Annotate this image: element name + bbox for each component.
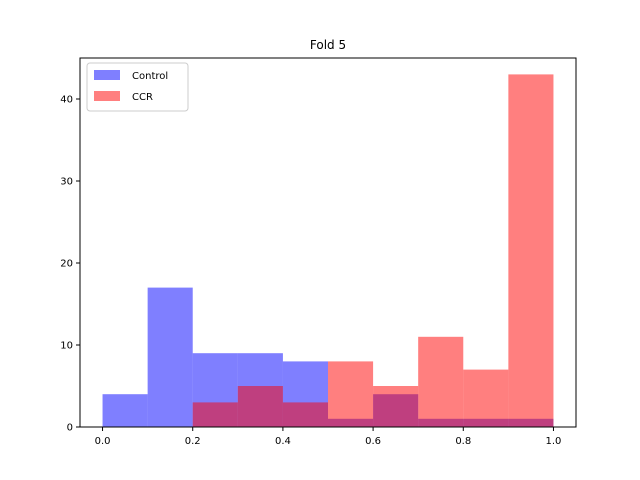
bar-control-bin-0 — [102, 394, 148, 427]
legend-label-ccr: CCR — [132, 92, 153, 103]
y-tick-label: 10 — [60, 341, 73, 352]
y-tick-label: 20 — [60, 259, 73, 270]
bar-control-bin-1 — [147, 287, 193, 427]
bar-ccr-bin-9 — [508, 74, 554, 428]
chart-title: Fold 5 — [310, 38, 346, 52]
plot-frame — [79, 57, 577, 428]
bar-ccr-bin-8 — [463, 369, 509, 427]
y-tick-label: 30 — [60, 177, 73, 188]
x-tick-label: 0.8 — [455, 436, 471, 447]
x-tick-label: 0.6 — [365, 436, 381, 447]
bar-ccr-bin-7 — [418, 336, 464, 427]
x-tick-label: 0.4 — [275, 436, 291, 447]
x-tick-label: 0.2 — [185, 436, 201, 447]
bars-layer — [102, 74, 554, 428]
bar-ccr-bin-6 — [373, 386, 419, 427]
x-tick-label: 0.0 — [95, 436, 111, 447]
legend-label-control: Control — [132, 71, 168, 82]
legend-swatch-ccr — [94, 91, 120, 101]
bar-ccr-bin-4 — [282, 402, 328, 427]
x-tick-label: 1.0 — [546, 436, 562, 447]
bar-ccr-bin-2 — [192, 402, 238, 427]
y-tick-label: 0 — [67, 423, 73, 434]
legend-swatch-control — [94, 70, 120, 80]
y-tick-label: 40 — [60, 95, 73, 106]
axes-layer: 0.0 0.2 0.4 0.6 0.8 1.0 0 10 20 30 40 — [60, 57, 577, 447]
bar-ccr-bin-5 — [328, 361, 374, 427]
bar-ccr-bin-3 — [237, 386, 283, 427]
legend: Control CCR — [86, 62, 189, 112]
